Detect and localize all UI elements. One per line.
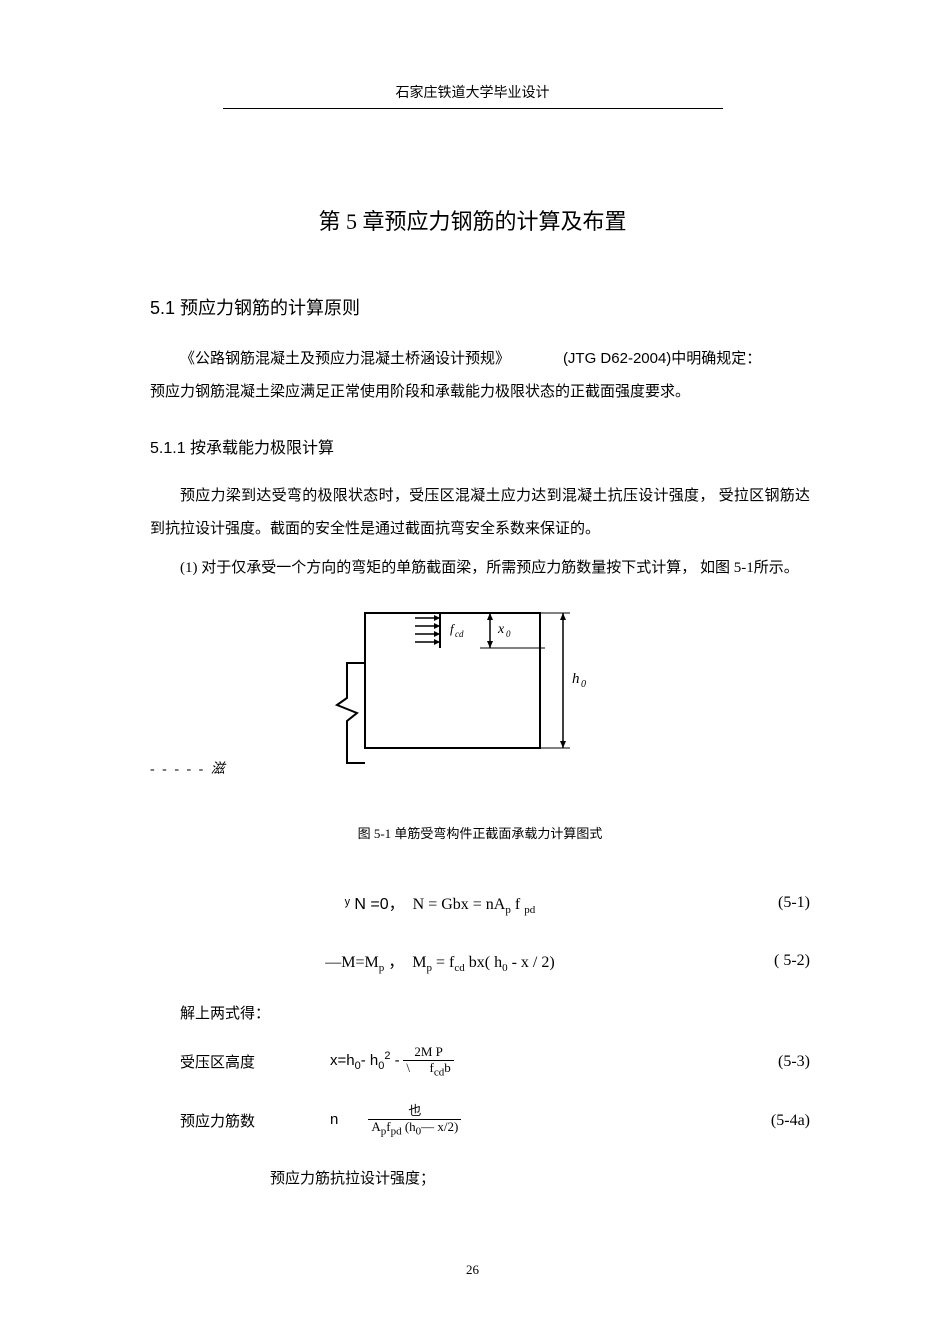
svg-text:0: 0 [506,629,511,639]
equation-5-2-body: —M=Mp ， Mp = fcd bx( h0 - x / 2) [150,948,730,974]
equation-5-2-number: ( 5-2) [730,952,810,970]
content-area: 5.1 预应力钢筋的计算原则 《公路钢筋混凝土及预应力混凝土桥涵设计预规》 (J… [0,294,945,1188]
svg-text:0: 0 [581,679,586,690]
equation-5-3-body: x=h0- h02 - 2M P\ fcdb [270,1045,730,1078]
institution-text: 石家庄铁道大学毕业设计 [396,86,550,101]
equation-5-1-number: (5-1) [730,894,810,912]
subsection-5-1-1-para2: (1) 对于仅承受一个方向的弯矩的单筋截面梁，所需预应力筋数量按下式计算， 如图… [150,552,810,585]
page-number: 26 [0,1262,945,1278]
equation-5-3-label: 受压区高度 [150,1051,270,1072]
equation-5-4a-label: 预应力筋数 [150,1110,270,1131]
equation-5-4a: 预应力筋数 n 也Apfpd (h0— x/2) (5-4a) [150,1104,810,1137]
section-5-1-title: 5.1 预应力钢筋的计算原则 [150,294,810,320]
page-header: 石家庄铁道大学毕业设计 [223,0,723,109]
definition-fpd: 预应力筋抗拉设计强度； [150,1167,810,1188]
subsection-5-1-1-para1: 预应力梁到达受弯的极限状态时，受压区混凝土应力达到混凝土抗压设计强度， 受拉区钢… [150,480,810,546]
equation-5-1-body: ʸ N =0， N = Gbx = nAp f pd [150,890,730,916]
equation-5-3: 受压区高度 x=h0- h02 - 2M P\ fcdb (5-3) [150,1045,810,1078]
svg-text:x: x [497,622,505,637]
svg-text:h: h [572,671,580,687]
figure-5-1-caption: 图 5-1 单筋受弯构件正截面承载力计算图式 [150,823,810,842]
equation-5-2: —M=Mp ， Mp = fcd bx( h0 - x / 2) ( 5-2) [150,948,810,974]
svg-text:cd: cd [455,629,464,639]
equation-5-3-number: (5-3) [730,1053,810,1071]
subsection-5-1-1-title: 5.1.1 按承载能力极限计算 [150,434,810,458]
figure-diagram: f cd x 0 h 0 [335,603,635,768]
equation-5-1: ʸ N =0， N = Gbx = nAp f pd (5-1) [150,890,810,916]
figure-side-annotation: - - - - - 滋 [150,758,227,778]
solve-text: 解上两式得： [150,1002,810,1023]
equation-5-4a-body: n 也Apfpd (h0— x/2) [270,1104,730,1137]
figure-5-1: f cd x 0 h 0 - - - - - 滋 [150,603,810,788]
equation-5-4a-number: (5-4a) [730,1112,810,1130]
chapter-title: 第 5 章预应力钢筋的计算及布置 [0,204,945,236]
section-5-1-para: 《公路钢筋混凝土及预应力混凝土桥涵设计预规》 (JTG D62-2004)中明确… [150,342,810,409]
